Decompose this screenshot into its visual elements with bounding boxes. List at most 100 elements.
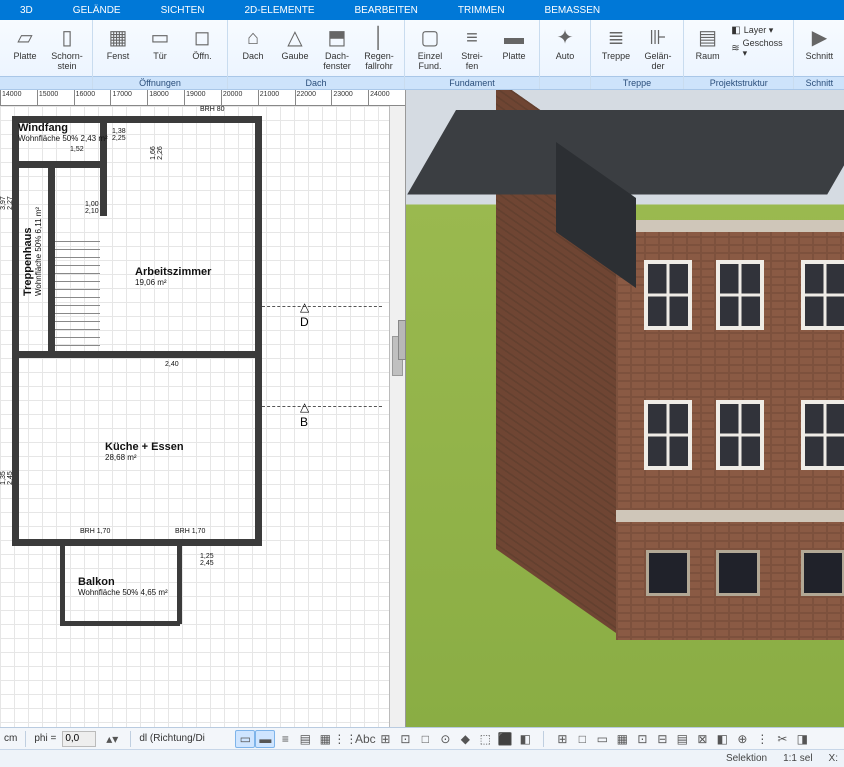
ribbon-ffn-button[interactable]: ◻Öffn.	[181, 22, 223, 76]
ruler-tick: 23000	[331, 90, 368, 105]
tool-icon[interactable]: ⊕	[732, 730, 752, 748]
tool-icon[interactable]: ⊞	[375, 730, 395, 748]
menu-sichten[interactable]: SICHTEN	[161, 5, 205, 16]
wall	[12, 539, 262, 546]
tool-icon[interactable]: ≡	[275, 730, 295, 748]
tool-icon[interactable]: ⊡	[632, 730, 652, 748]
ribbon-dach-button[interactable]: ⬒Dach-fenster	[316, 22, 358, 76]
ruler-tick: 24000	[368, 90, 405, 105]
tool-icon[interactable]: ⊡	[395, 730, 415, 748]
ribbon-raum-button[interactable]: ▤Raum	[688, 22, 727, 76]
tool-icon[interactable]: ▤	[295, 730, 315, 748]
dim: 1,52	[70, 146, 84, 153]
tool-icon[interactable]: ⊞	[552, 730, 572, 748]
dim: BRH 80	[200, 106, 225, 113]
tool-icon[interactable]: □	[415, 730, 435, 748]
phi-input[interactable]	[62, 731, 96, 747]
stepper-icon[interactable]: ▴▾	[102, 730, 122, 748]
tool-icon[interactable]: ▭	[592, 730, 612, 748]
ribbon-group-caption: Dach	[228, 76, 404, 89]
tool-icon[interactable]: ⬛	[495, 730, 515, 748]
ruler-tick: 22000	[295, 90, 332, 105]
room-treppenhaus: TreppenhausWohnfläche 50% 6,11 m²	[22, 207, 43, 296]
workspace: 1400015000160001700018000190002000021000…	[0, 90, 844, 727]
section-line	[262, 406, 382, 407]
ribbon-schorn-button[interactable]: ▯Schorn-stein	[46, 22, 88, 76]
room-balkon: BalkonWohnfläche 50% 4,65 m²	[78, 576, 168, 597]
ruler-horizontal: 1400015000160001700018000190002000021000…	[0, 90, 405, 106]
ribbon-platte-button[interactable]: ▬Platte	[493, 22, 535, 76]
tool-icon[interactable]: ◨	[792, 730, 812, 748]
tool-icon[interactable]: ⬚	[475, 730, 495, 748]
ribbon-fenst-button[interactable]: ▦Fenst	[97, 22, 139, 76]
tool-icon[interactable]: ▦	[612, 730, 632, 748]
status-selektion: Selektion	[726, 753, 767, 764]
ruler-tick: 16000	[74, 90, 111, 105]
splitter-handle[interactable]	[398, 320, 406, 360]
tool-icon[interactable]: ⋮	[752, 730, 772, 748]
menu-bearbeiten[interactable]: BEARBEITEN	[355, 5, 418, 16]
wall	[60, 546, 65, 624]
ribbon-group-caption: Projektstruktur	[684, 76, 793, 89]
3d-house	[496, 110, 844, 610]
ribbon-gaube-button[interactable]: △Gaube	[274, 22, 316, 76]
ribbon-schnitt-button[interactable]: ▶Schnitt	[798, 22, 840, 76]
menu-3d[interactable]: 3D	[20, 5, 33, 16]
tool-icon[interactable]: ◧	[712, 730, 732, 748]
ribbon-regen-button[interactable]: │Regen-fallrohr	[358, 22, 400, 76]
ribbon-group-caption	[0, 76, 92, 89]
stairs-icon	[55, 236, 100, 346]
ribbon-strei-button[interactable]: ≡Strei-fen	[451, 22, 493, 76]
dim: BRH 1,70	[80, 528, 110, 535]
dim: 3,972,27	[0, 196, 14, 210]
plan-view[interactable]: 1400015000160001700018000190002000021000…	[0, 90, 406, 727]
room-windfang: WindfangWohnfläche 50% 2,43 m²	[18, 122, 108, 143]
floor-plan-canvas[interactable]: WindfangWohnfläche 50% 2,43 m² Treppenha…	[0, 106, 389, 727]
ribbon-side-geschoss[interactable]: ≋Geschoss ▾	[731, 38, 785, 59]
tool-icon[interactable]: ◧	[515, 730, 535, 748]
status-ratio: 1:1 sel	[783, 753, 812, 764]
section-marker-d: △D	[300, 300, 309, 330]
dim: 1,252,45	[200, 553, 214, 567]
ribbon-auto-button[interactable]: ✦Auto	[544, 22, 586, 76]
ribbon-geln-button[interactable]: ⊪Gelän-der	[637, 22, 679, 76]
ribbon-treppe-button[interactable]: ≣Treppe	[595, 22, 637, 76]
wall	[48, 161, 55, 356]
tool-icon[interactable]: ▦	[315, 730, 335, 748]
tool-icon[interactable]: ⊟	[652, 730, 672, 748]
tool-icon[interactable]: ⊠	[692, 730, 712, 748]
dim: 2,40	[165, 361, 179, 368]
dim: 1,002,10	[85, 201, 99, 215]
bottom-toolbar: cm phi = ▴▾ dl (Richtung/Di ▭▬≡▤▦⋮⋮Abc⊞⊡…	[0, 727, 844, 749]
ribbon-einzel-button[interactable]: ▢EinzelFund.	[409, 22, 451, 76]
menu-2d[interactable]: 2D-ELEMENTE	[245, 5, 315, 16]
tool-icon[interactable]: ✂	[772, 730, 792, 748]
ribbon-tr-button[interactable]: ▭Tür	[139, 22, 181, 76]
3d-view[interactable]	[406, 90, 844, 727]
tool-icon[interactable]: ▭	[235, 730, 255, 748]
menu-bemassen[interactable]: BEMASSEN	[545, 5, 601, 16]
tool-icon[interactable]: □	[572, 730, 592, 748]
ruler-tick: 14000	[0, 90, 37, 105]
menu-gelaende[interactable]: GELÄNDE	[73, 5, 121, 16]
tool-icon[interactable]: Abc	[355, 730, 375, 748]
dl-label: dl (Richtung/Di	[139, 733, 205, 744]
tool-icon[interactable]: ◆	[455, 730, 475, 748]
status-bar: Selektion 1:1 sel X:	[0, 749, 844, 767]
ribbon-platte-button[interactable]: ▱Platte	[4, 22, 46, 76]
ribbon-group-caption	[540, 76, 590, 89]
tool-icon[interactable]: ▬	[255, 730, 275, 748]
tool-icon[interactable]: ⋮⋮	[335, 730, 355, 748]
ruler-tick: 15000	[37, 90, 74, 105]
tool-icon[interactable]: ⊙	[435, 730, 455, 748]
menu-trimmen[interactable]: TRIMMEN	[458, 5, 505, 16]
scrollbar-vertical[interactable]	[389, 106, 405, 727]
room-kueche: Küche + Essen28,68 m²	[105, 441, 184, 462]
ribbon-side-layer[interactable]: ◧Layer ▾	[731, 25, 785, 36]
section-marker-b: △B	[300, 400, 309, 430]
ribbon: ▱Platte▯Schorn-stein ▦Fenst▭Tür◻Öffn.Öff…	[0, 20, 844, 90]
section-line	[262, 306, 382, 307]
tool-icon[interactable]: ▤	[672, 730, 692, 748]
ribbon-dach-button[interactable]: ⌂Dach	[232, 22, 274, 76]
dim: BRH 1,70	[175, 528, 205, 535]
